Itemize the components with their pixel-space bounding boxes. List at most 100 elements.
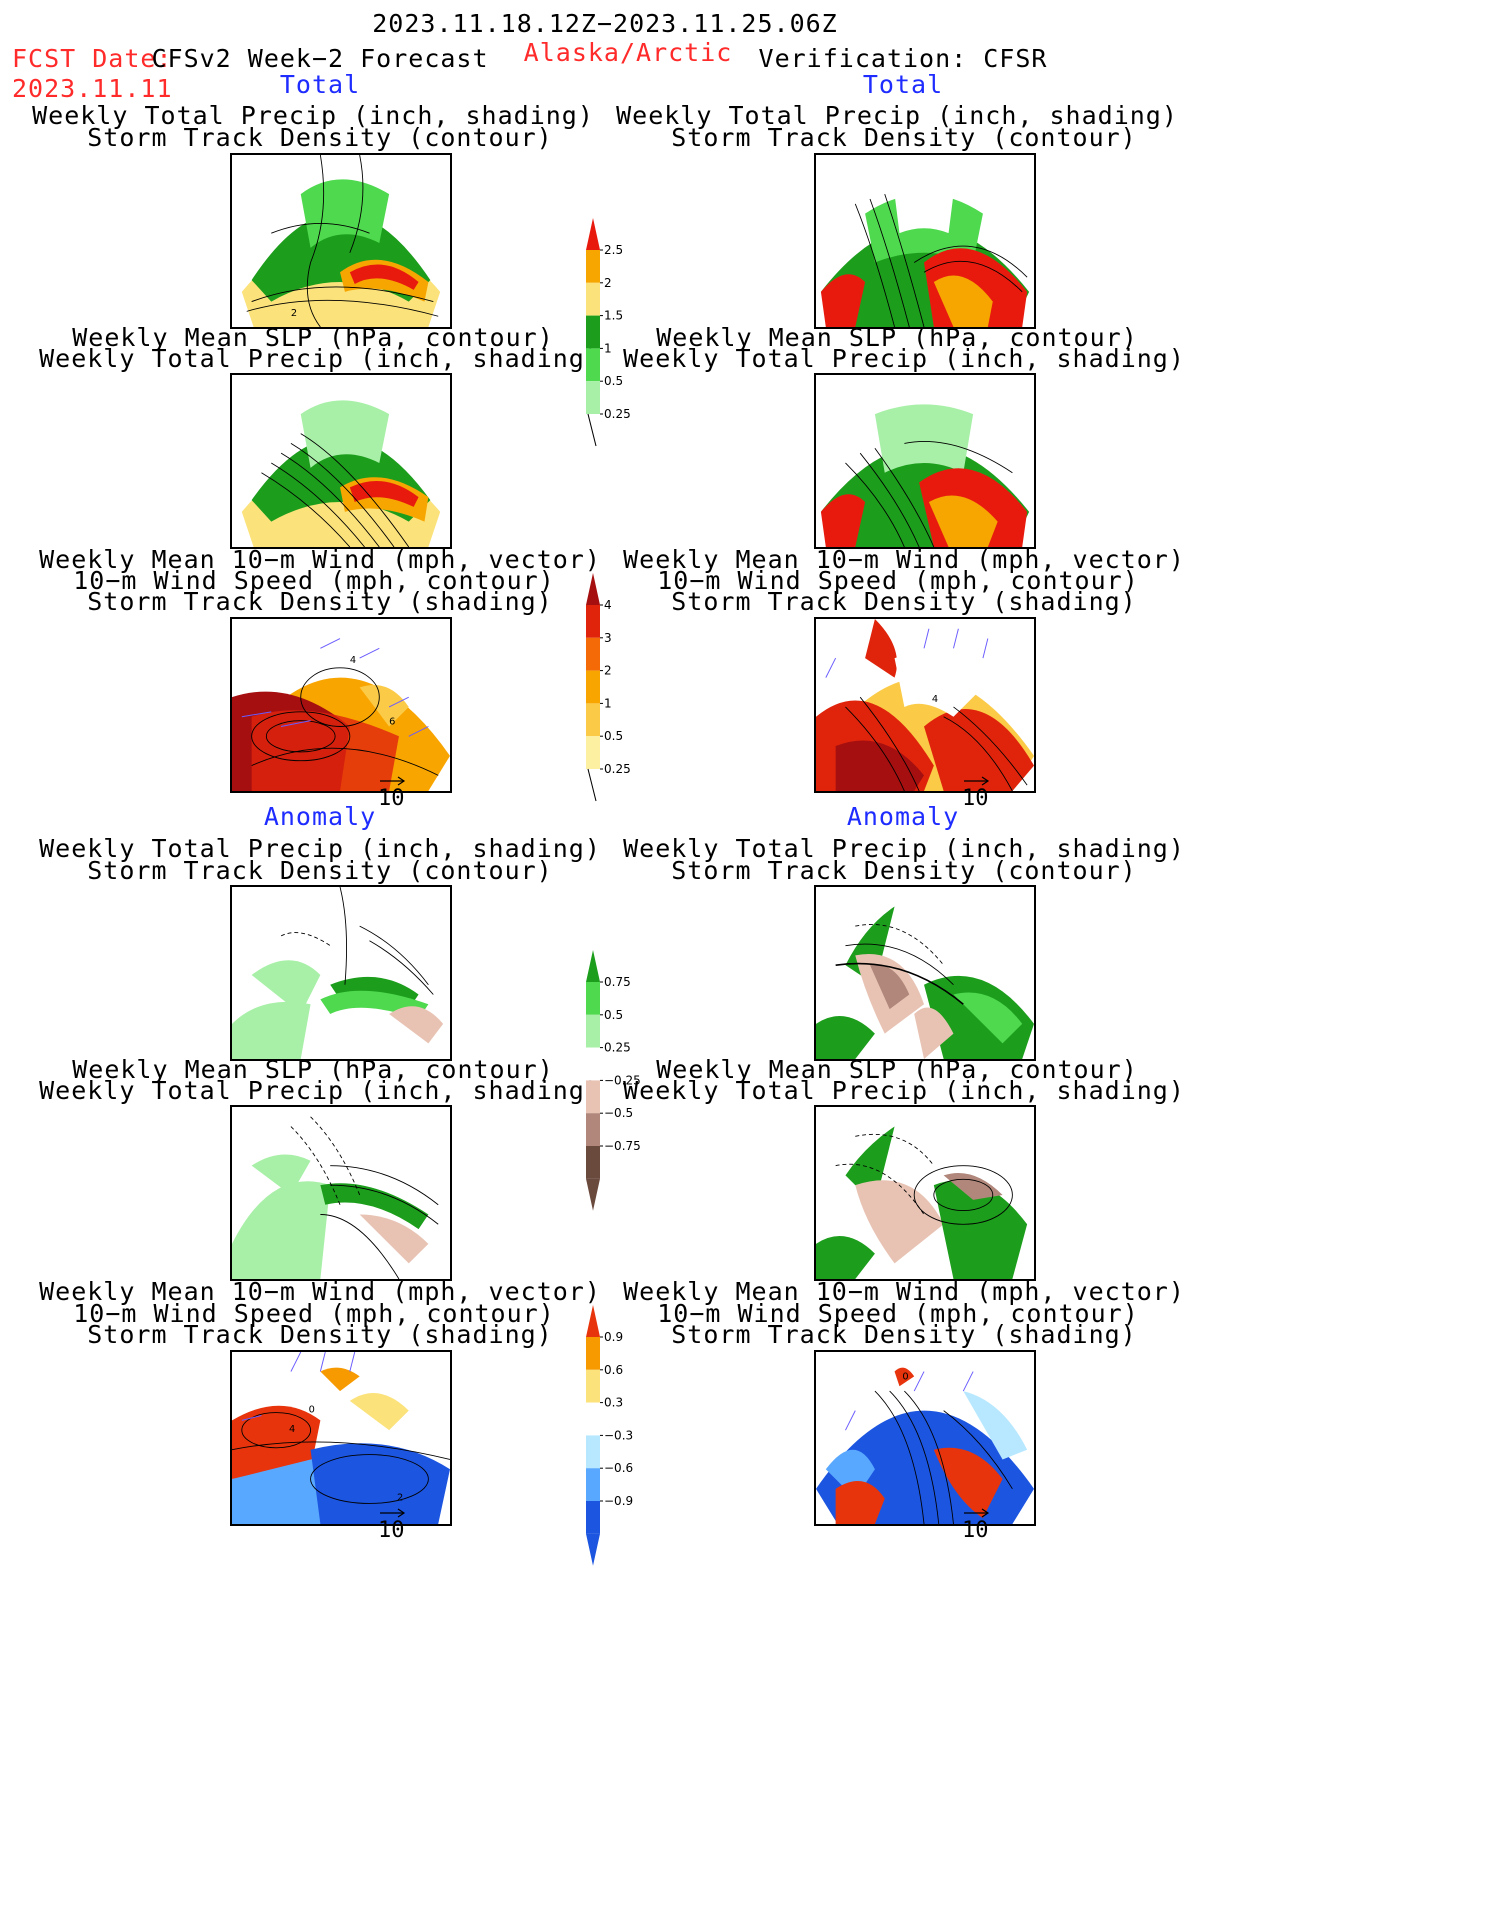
- vector-reference-r6-right: 10: [962, 1508, 990, 1543]
- title-r2-right-line2: Weekly Total Precip (inch, shading): [623, 344, 1185, 373]
- colorbar-tick-label: −0.3: [604, 1428, 633, 1442]
- colorbar-tick-label: −0.25: [604, 1073, 641, 1087]
- colorbar-box: [586, 1468, 600, 1501]
- colorbar-graphic: 0.9 0.6 0.3 −0.3 −0.6 −0.9: [586, 1305, 633, 1566]
- vector-reference-value: 10: [378, 786, 405, 811]
- title-r3-left-line1: Weekly Mean 10−m Wind (mph, vector): [39, 545, 601, 574]
- colorbar-top-triangle: [586, 218, 600, 250]
- colorbar-top-triangle: [586, 1305, 600, 1337]
- colorbar-tick-label: −0.9: [604, 1494, 633, 1508]
- colorbar-bottom-tail: [587, 768, 597, 802]
- colorbar-anomaly-precip: 0.75 0.5 0.25 −0.25 −0.5 −0.75: [586, 950, 646, 1215]
- colorbar-bottom-tail: [587, 413, 597, 447]
- colorbar-tick-label: 2: [604, 276, 612, 290]
- map-obs-total-wind: 4: [814, 617, 1036, 793]
- colorbar-box: [586, 637, 600, 671]
- section-anomaly-verification: Anomaly: [846, 802, 960, 831]
- verification-title: Verification: CFSR: [758, 44, 1048, 73]
- contour-label: 4: [350, 655, 356, 666]
- colorbar-tick-label: 2: [604, 664, 612, 678]
- colorbar-total-storm-density: 4 3 2 1 0.5 0.25: [586, 573, 646, 805]
- contour-label: 2: [291, 308, 297, 319]
- colorbar-tick-label: 4: [604, 598, 612, 612]
- title-r2-left-line2: Weekly Total Precip (inch, shading): [39, 344, 601, 373]
- colorbar-box: [586, 1014, 600, 1048]
- colorbar-box: [586, 1369, 600, 1403]
- arrow-right-icon: [380, 1508, 406, 1518]
- contour-label: 0: [309, 1405, 315, 1416]
- colorbar-tick-label: 2.5: [604, 243, 623, 257]
- contour-label: 0: [902, 1371, 908, 1382]
- colorbar-box: [586, 282, 600, 316]
- colorbar-box: [586, 736, 600, 769]
- title-r4-right-line1: Weekly Total Precip (inch, shading): [623, 834, 1185, 863]
- colorbar-tick-label: 1: [604, 696, 612, 710]
- fcst-date-value: 2023.11.11: [12, 74, 173, 103]
- section-total-forecast: Total: [279, 70, 361, 99]
- map-fc-total-wind: 4 6: [230, 617, 452, 793]
- title-r3-right-line2: 10−m Wind Speed (mph, contour): [657, 566, 1139, 595]
- arrow-right-icon: [964, 1508, 990, 1518]
- colorbar-bottom-tail: [586, 1533, 600, 1566]
- title-r6-right-line1: Weekly Mean 10−m Wind (mph, vector): [623, 1277, 1185, 1306]
- colorbar-tick-label: −0.75: [604, 1139, 641, 1153]
- colorbar-tick-label: 0.9: [604, 1330, 623, 1344]
- colorbar-graphic: 0.75 0.5 0.25 −0.25 −0.5 −0.75: [586, 950, 641, 1211]
- colorbar-box: [586, 250, 600, 283]
- contour-label: 2: [397, 1493, 403, 1504]
- map-obs-total-precip-std: [814, 153, 1036, 329]
- contour-label: 4: [289, 1424, 295, 1435]
- colorbar-box: [586, 381, 600, 414]
- title-r6-left-line3: Storm Track Density (shading): [87, 1320, 553, 1349]
- title-r1-left-line1: Weekly Total Precip (inch, shading): [32, 101, 594, 130]
- colorbar-box: [586, 982, 600, 1015]
- title-r3-left-line2: 10−m Wind Speed (mph, contour): [73, 566, 555, 595]
- colorbar-box: [586, 348, 600, 382]
- vector-reference-r6-left: 10: [378, 1508, 406, 1543]
- map-fc-total-slp-precip: [230, 373, 452, 549]
- colorbar-tick-label: −0.5: [604, 1106, 633, 1120]
- title-r3-right-line3: Storm Track Density (shading): [671, 587, 1137, 616]
- colorbar-box: [586, 315, 600, 349]
- colorbar-tick-label: 3: [604, 631, 612, 645]
- map-obs-total-slp-precip: [814, 373, 1036, 549]
- colorbar-box: [586, 1337, 600, 1370]
- colorbar-box: [586, 1402, 600, 1436]
- colorbar-tick-label: 0.25: [604, 407, 631, 421]
- colorbar-bottom-tail: [586, 1178, 600, 1211]
- colorbar-tick-label: 0.25: [604, 762, 631, 776]
- colorbar-box: [586, 1113, 600, 1146]
- contour-label: 4: [932, 694, 938, 705]
- title-r3-left-line3: Storm Track Density (shading): [87, 587, 553, 616]
- map-obs-anom-wind: 0: [814, 1350, 1036, 1526]
- map-obs-anom-slp-precip: [814, 1105, 1036, 1281]
- colorbar-top-triangle: [586, 950, 600, 982]
- colorbar-anomaly-storm-density: 0.9 0.6 0.3 −0.3 −0.6 −0.9: [586, 1305, 646, 1570]
- colorbar-tick-label: 0.5: [604, 1008, 623, 1022]
- colorbar-tick-label: 0.5: [604, 374, 623, 388]
- colorbar-box: [586, 1501, 600, 1534]
- vector-reference-r3-left: 10: [378, 776, 406, 811]
- colorbar-box: [586, 1146, 600, 1179]
- title-r1-right-line2: Storm Track Density (contour): [671, 123, 1137, 152]
- title-r4-left-line2: Storm Track Density (contour): [87, 856, 553, 885]
- colorbar-tick-label: 1.5: [604, 309, 623, 323]
- colorbar-tick-label: −0.6: [604, 1461, 633, 1475]
- vector-reference-value: 10: [378, 1518, 405, 1543]
- colorbar-graphic: 2.5 2 1.5 1 0.5 0.25: [586, 218, 631, 447]
- title-r6-right-line3: Storm Track Density (shading): [671, 1320, 1137, 1349]
- colorbar-tick-label: 0.5: [604, 729, 623, 743]
- region-title: Alaska/Arctic: [523, 38, 733, 67]
- map-fc-anom-wind: 4 0 2: [230, 1350, 452, 1526]
- title-r6-right-line2: 10−m Wind Speed (mph, contour): [657, 1299, 1139, 1328]
- title-r5-right-line2: Weekly Total Precip (inch, shading): [623, 1076, 1185, 1105]
- colorbar-box: [586, 703, 600, 737]
- title-r4-left-line1: Weekly Total Precip (inch, shading): [39, 834, 601, 863]
- vector-reference-value: 10: [962, 786, 989, 811]
- title-r1-left-line2: Storm Track Density (contour): [87, 123, 553, 152]
- colorbar-box: [586, 1047, 600, 1081]
- title-r3-right-line1: Weekly Mean 10−m Wind (mph, vector): [623, 545, 1185, 574]
- colorbar-box: [586, 1080, 600, 1114]
- map-obs-anom-precip-std: [814, 885, 1036, 1061]
- map-fc-total-precip-std: 2: [230, 153, 452, 329]
